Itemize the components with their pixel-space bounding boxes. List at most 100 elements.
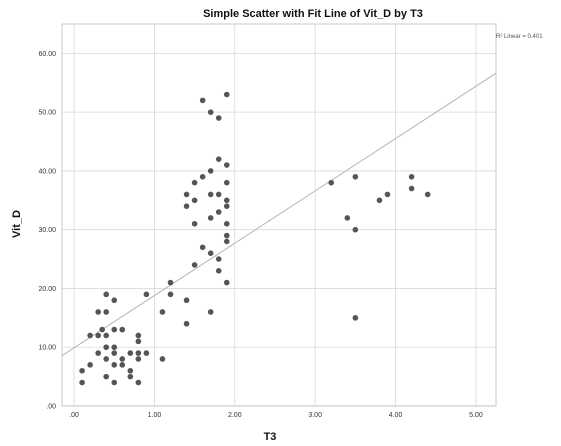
data-point (215, 191, 222, 198)
data-point (384, 191, 391, 198)
data-point (127, 350, 134, 356)
data-point (328, 179, 335, 186)
y-tick-label: 20.00 (38, 286, 56, 293)
data-point (143, 291, 150, 298)
data-point (352, 226, 359, 233)
data-point (103, 373, 110, 380)
data-point (99, 326, 105, 333)
data-point (103, 356, 110, 362)
data-point (223, 232, 230, 239)
data-point (215, 115, 222, 121)
tick-labels: .00 10.00 20.00 30.00 40.00 50.00 60.00 .00 1.00… (38, 51, 482, 419)
data-point (352, 174, 359, 180)
data-point (215, 209, 222, 215)
data-point (223, 162, 230, 168)
x-tick-label: 2.00 (228, 412, 242, 419)
data-point (191, 179, 198, 186)
x-tick-label: 1.00 (148, 412, 162, 419)
data-point (376, 197, 383, 204)
data-point (79, 367, 85, 374)
legend-label: R² Linear = 0.401 (496, 34, 543, 40)
y-tick-label: 30.00 (38, 227, 56, 234)
grid-lines (62, 24, 496, 407)
fit-line (61, 72, 497, 357)
data-point (207, 309, 214, 315)
x-tick-label: .00 (69, 412, 79, 419)
y-tick-label: 50.00 (38, 110, 56, 117)
data-point (159, 356, 166, 362)
data-point (111, 362, 118, 368)
data-point (119, 356, 126, 362)
data-point (199, 97, 206, 104)
data-point (352, 315, 359, 321)
y-tick-label: 40.00 (38, 168, 56, 175)
data-point (167, 279, 174, 286)
data-point (215, 256, 222, 262)
data-point (191, 197, 198, 204)
data-point (167, 291, 174, 298)
data-point (87, 332, 93, 339)
data-point (223, 221, 230, 227)
y-tick-label: 60.00 (38, 51, 56, 58)
plot-frame (61, 23, 497, 407)
y-tick-label: 10.00 (38, 345, 56, 352)
data-point (344, 215, 351, 221)
data-point (191, 262, 198, 268)
data-point (223, 203, 230, 209)
x-axis-title: T3 (264, 431, 277, 443)
data-point (223, 179, 230, 186)
data-point (215, 268, 222, 274)
data-point (103, 332, 110, 339)
data-point (199, 174, 206, 180)
data-point (127, 367, 134, 374)
y-axis-title: Vit_D (11, 210, 23, 238)
data-point (183, 203, 190, 209)
data-point (119, 362, 126, 368)
data-point (135, 350, 142, 356)
data-point (111, 326, 118, 333)
data-point (223, 238, 230, 245)
data-point (135, 379, 142, 386)
x-tick-label: 4.00 (389, 412, 403, 419)
data-point (119, 326, 126, 333)
data-point (95, 332, 101, 339)
data-point (408, 174, 415, 180)
data-point (408, 185, 415, 192)
x-tick-label: 3.00 (308, 412, 322, 419)
data-points (79, 91, 431, 386)
data-point (95, 309, 101, 315)
chart-title: Simple Scatter with Fit Line of Vit_D by… (203, 8, 423, 20)
data-point (103, 309, 110, 315)
data-point (135, 332, 142, 339)
data-point (223, 91, 230, 98)
data-point (207, 215, 214, 221)
data-point (111, 379, 118, 386)
data-point (215, 156, 222, 162)
data-point (207, 168, 214, 174)
data-point (424, 191, 431, 198)
data-point (207, 109, 214, 115)
data-point (183, 320, 190, 327)
data-point (95, 350, 101, 356)
data-point (135, 338, 142, 345)
data-point (223, 279, 230, 286)
data-point (79, 379, 85, 386)
data-point (159, 309, 166, 315)
data-point (103, 344, 110, 351)
data-point (111, 350, 118, 356)
data-point (143, 350, 150, 356)
y-tick-label: .00 (46, 404, 56, 411)
data-point (207, 250, 214, 256)
data-point (199, 244, 206, 251)
data-point (191, 221, 198, 227)
x-tick-label: 5.00 (469, 412, 483, 419)
data-point (111, 344, 118, 351)
data-point (87, 362, 93, 368)
data-point (103, 291, 110, 298)
data-point (111, 297, 118, 304)
data-point (183, 297, 190, 304)
data-point (183, 191, 190, 198)
data-point (135, 356, 142, 362)
